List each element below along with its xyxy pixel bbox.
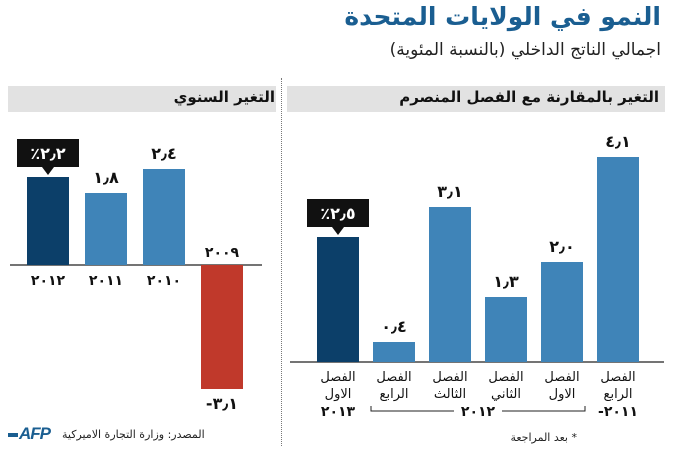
quarterly-chart-title: التغير بالمقارنة مع الفصل المنصرم bbox=[399, 88, 659, 106]
quarterly-value-label-Q2-2012: ١٫٣ bbox=[493, 272, 519, 291]
revision-footnote: * بعد المراجعة bbox=[510, 431, 577, 444]
quarterly-bar-Q1-2013 bbox=[317, 237, 359, 362]
annual-value-label-2009: -٣٫١ bbox=[206, 394, 238, 413]
quarterly-value-label-Q4-2011: ٤٫١ bbox=[605, 132, 631, 151]
quarterly-value-label-Q3-2012: ٣٫١ bbox=[437, 182, 463, 201]
quarterly-category-label-Q4-2011-1: الفصل bbox=[600, 370, 635, 385]
quarterly-category-label-Q4-2011-2: الرابع bbox=[604, 387, 633, 402]
annual-bar-2012 bbox=[27, 177, 69, 265]
page-title: النمو في الولايات المتحدة bbox=[344, 2, 661, 31]
annual-value-label-2010: ٢٫٤ bbox=[151, 144, 177, 163]
annual-category-label-2011: ٢٠١١ bbox=[89, 273, 123, 289]
annual-value-label-2012-box bbox=[17, 139, 79, 175]
quarterly-bar-Q3-2012 bbox=[429, 207, 471, 362]
quarterly-bar-Q4-2012 bbox=[373, 342, 415, 362]
annual-chart-title: التغير السنوي bbox=[173, 88, 275, 106]
quarterly-category-label-Q1-2013-1: الفصل bbox=[320, 370, 355, 385]
quarterly-year-label-1: ٢٠١٣ bbox=[321, 404, 356, 420]
annual-category-label-2012: ٢٠١٢ bbox=[31, 273, 66, 289]
quarterly-bar-Q2-2012 bbox=[485, 297, 527, 362]
annual-category-label-2009: ٢٠٠٩ bbox=[205, 245, 240, 261]
quarterly-category-label-Q4-2012-1: الفصل bbox=[376, 370, 411, 385]
quarterly-category-label-Q4-2012-2: الرابع bbox=[380, 387, 409, 402]
annual-value-label-2012: ٪٢٫٢ bbox=[30, 144, 66, 163]
quarterly-category-label-Q3-2012-2: الثالث bbox=[434, 387, 466, 402]
page-subtitle: اجمالي الناتج الداخلي (بالنسبة المئوية) bbox=[389, 40, 661, 60]
quarterly-year-label-2: ٢٠١٢ bbox=[461, 404, 496, 420]
annual-bar-2009 bbox=[201, 265, 243, 389]
afp-logo: AFP bbox=[8, 424, 51, 444]
quarterly-category-label-Q1-2013-2: الاول bbox=[325, 387, 352, 402]
quarterly-bar-Q4-2011 bbox=[597, 157, 639, 362]
annual-bar-2010 bbox=[143, 169, 185, 265]
quarterly-year-bracket-2 bbox=[370, 406, 586, 412]
quarterly-category-label-Q2-2012-1: الفصل bbox=[488, 370, 523, 385]
quarterly-year-label-3: -٢٠١١ bbox=[598, 404, 638, 420]
annual-category-label-2010: ٢٠١٠ bbox=[147, 273, 181, 289]
quarterly-panel-header bbox=[287, 86, 665, 112]
quarterly-value-label-Q4-2012: ٠٫٤ bbox=[381, 317, 407, 336]
quarterly-value-label-Q1-2013: ٪٢٫٥ bbox=[320, 204, 355, 223]
quarterly-bar-Q1-2012 bbox=[541, 262, 583, 362]
annual-panel-header bbox=[8, 86, 276, 112]
source-note: المصدر: وزارة التجارة الاميركية bbox=[62, 428, 205, 441]
quarterly-value-label-Q1-2012: ٢٫٠ bbox=[549, 237, 575, 256]
quarterly-category-label-Q2-2012-2: الثاني bbox=[491, 387, 521, 402]
quarterly-value-label-Q1-2013-box bbox=[307, 199, 369, 235]
panel-divider bbox=[281, 78, 282, 446]
quarterly-category-label-Q1-2012-2: الاول bbox=[549, 387, 576, 402]
annual-bar-2011 bbox=[85, 193, 127, 265]
quarterly-category-label-Q3-2012-1: الفصل bbox=[432, 370, 467, 385]
annual-value-label-2011: ١٫٨ bbox=[93, 168, 119, 187]
quarterly-category-label-Q1-2012-1: الفصل bbox=[544, 370, 579, 385]
